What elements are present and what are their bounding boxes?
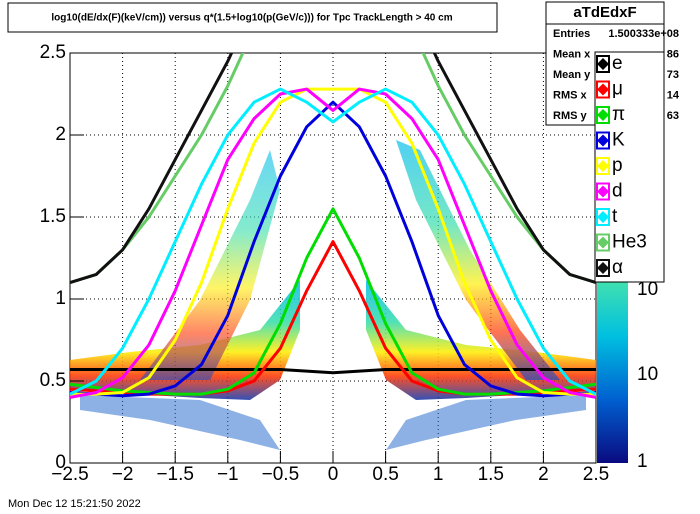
series-line — [70, 87, 596, 399]
x-tick-label: 0 — [328, 464, 339, 485]
stats-label: RMS x — [553, 89, 588, 101]
x-tick-label: −1 — [217, 464, 239, 485]
x-tick-label: −0.5 — [262, 464, 300, 485]
series-line — [70, 100, 596, 398]
title-box — [7, 2, 498, 33]
stats-label: Mean y — [553, 69, 591, 81]
stats-value: 86 — [667, 48, 679, 60]
series-line — [70, 207, 596, 396]
stats-value: 14 — [667, 89, 680, 101]
legend-marker — [597, 83, 609, 96]
x-tick-label: −1.5 — [156, 464, 194, 485]
color-bar-labels: 10 10 1 — [637, 279, 658, 472]
legend-label: p — [612, 155, 623, 176]
legend-marker — [597, 211, 609, 223]
color-bar — [597, 282, 628, 463]
stats-value: 73 — [667, 69, 679, 81]
x-tick-label: 2.5 — [583, 464, 609, 485]
series-line — [70, 87, 596, 396]
curves — [70, 53, 596, 399]
y-tick-label: 1.5 — [40, 206, 66, 227]
legend-label: e — [612, 53, 623, 74]
stats-value: 63 — [667, 110, 679, 122]
series-line — [70, 53, 596, 285]
chart-title: log10(dE/dx(F)(keV/cm)) versus q*(1.5+lo… — [51, 13, 452, 24]
series-line — [70, 368, 596, 375]
legend-marker — [597, 262, 609, 274]
legend-marker — [597, 58, 609, 70]
y-tick-label: 0.5 — [40, 370, 66, 391]
y-tick-label: 2.5 — [40, 42, 66, 63]
stats-label: RMS y — [553, 110, 588, 122]
legend-label: t — [612, 206, 618, 227]
x-tick-label: −2.5 — [51, 464, 89, 485]
x-tick-label: −2 — [112, 464, 134, 485]
legend-label: d — [612, 181, 623, 202]
color-bar-label: 10 — [637, 279, 658, 300]
x-tick-label: 1.5 — [478, 464, 504, 485]
legend-label: K — [612, 130, 625, 151]
x-tick-label: 0.5 — [372, 464, 398, 485]
legend-marker — [597, 109, 609, 121]
stats-label: Entries — [553, 28, 590, 40]
axes: −2.5 −2 −1.5 −1 −0.5 0 0.5 1 1.5 2 2.5 0 0.5 1 1.5 2 2.5 — [40, 42, 610, 485]
stats-value: 1.500333e+08 — [608, 28, 679, 40]
stats-label: Mean x — [553, 48, 591, 60]
y-tick-label: 0 — [55, 452, 66, 473]
x-tick-label: 2 — [538, 464, 549, 485]
x-tick-label: 1 — [433, 464, 444, 485]
legend-label: He3 — [612, 232, 647, 253]
legend-marker — [597, 160, 609, 172]
stats-title: aTdEdxF — [573, 4, 636, 21]
legend-label: μ — [612, 79, 623, 100]
y-tick-label: 2 — [55, 124, 66, 145]
series-line — [70, 87, 596, 396]
legend-label: π — [612, 104, 625, 125]
legend-marker — [597, 185, 609, 198]
timestamp: Mon Dec 12 15:21:50 2022 — [8, 498, 141, 510]
legend-marker — [597, 134, 609, 147]
color-bar-label: 10 — [637, 364, 658, 385]
y-tick-label: 1 — [55, 288, 66, 309]
series-line — [70, 53, 596, 285]
color-bar-label: 1 — [637, 451, 648, 472]
legend-label: α — [612, 257, 623, 278]
legend-marker — [597, 236, 609, 249]
